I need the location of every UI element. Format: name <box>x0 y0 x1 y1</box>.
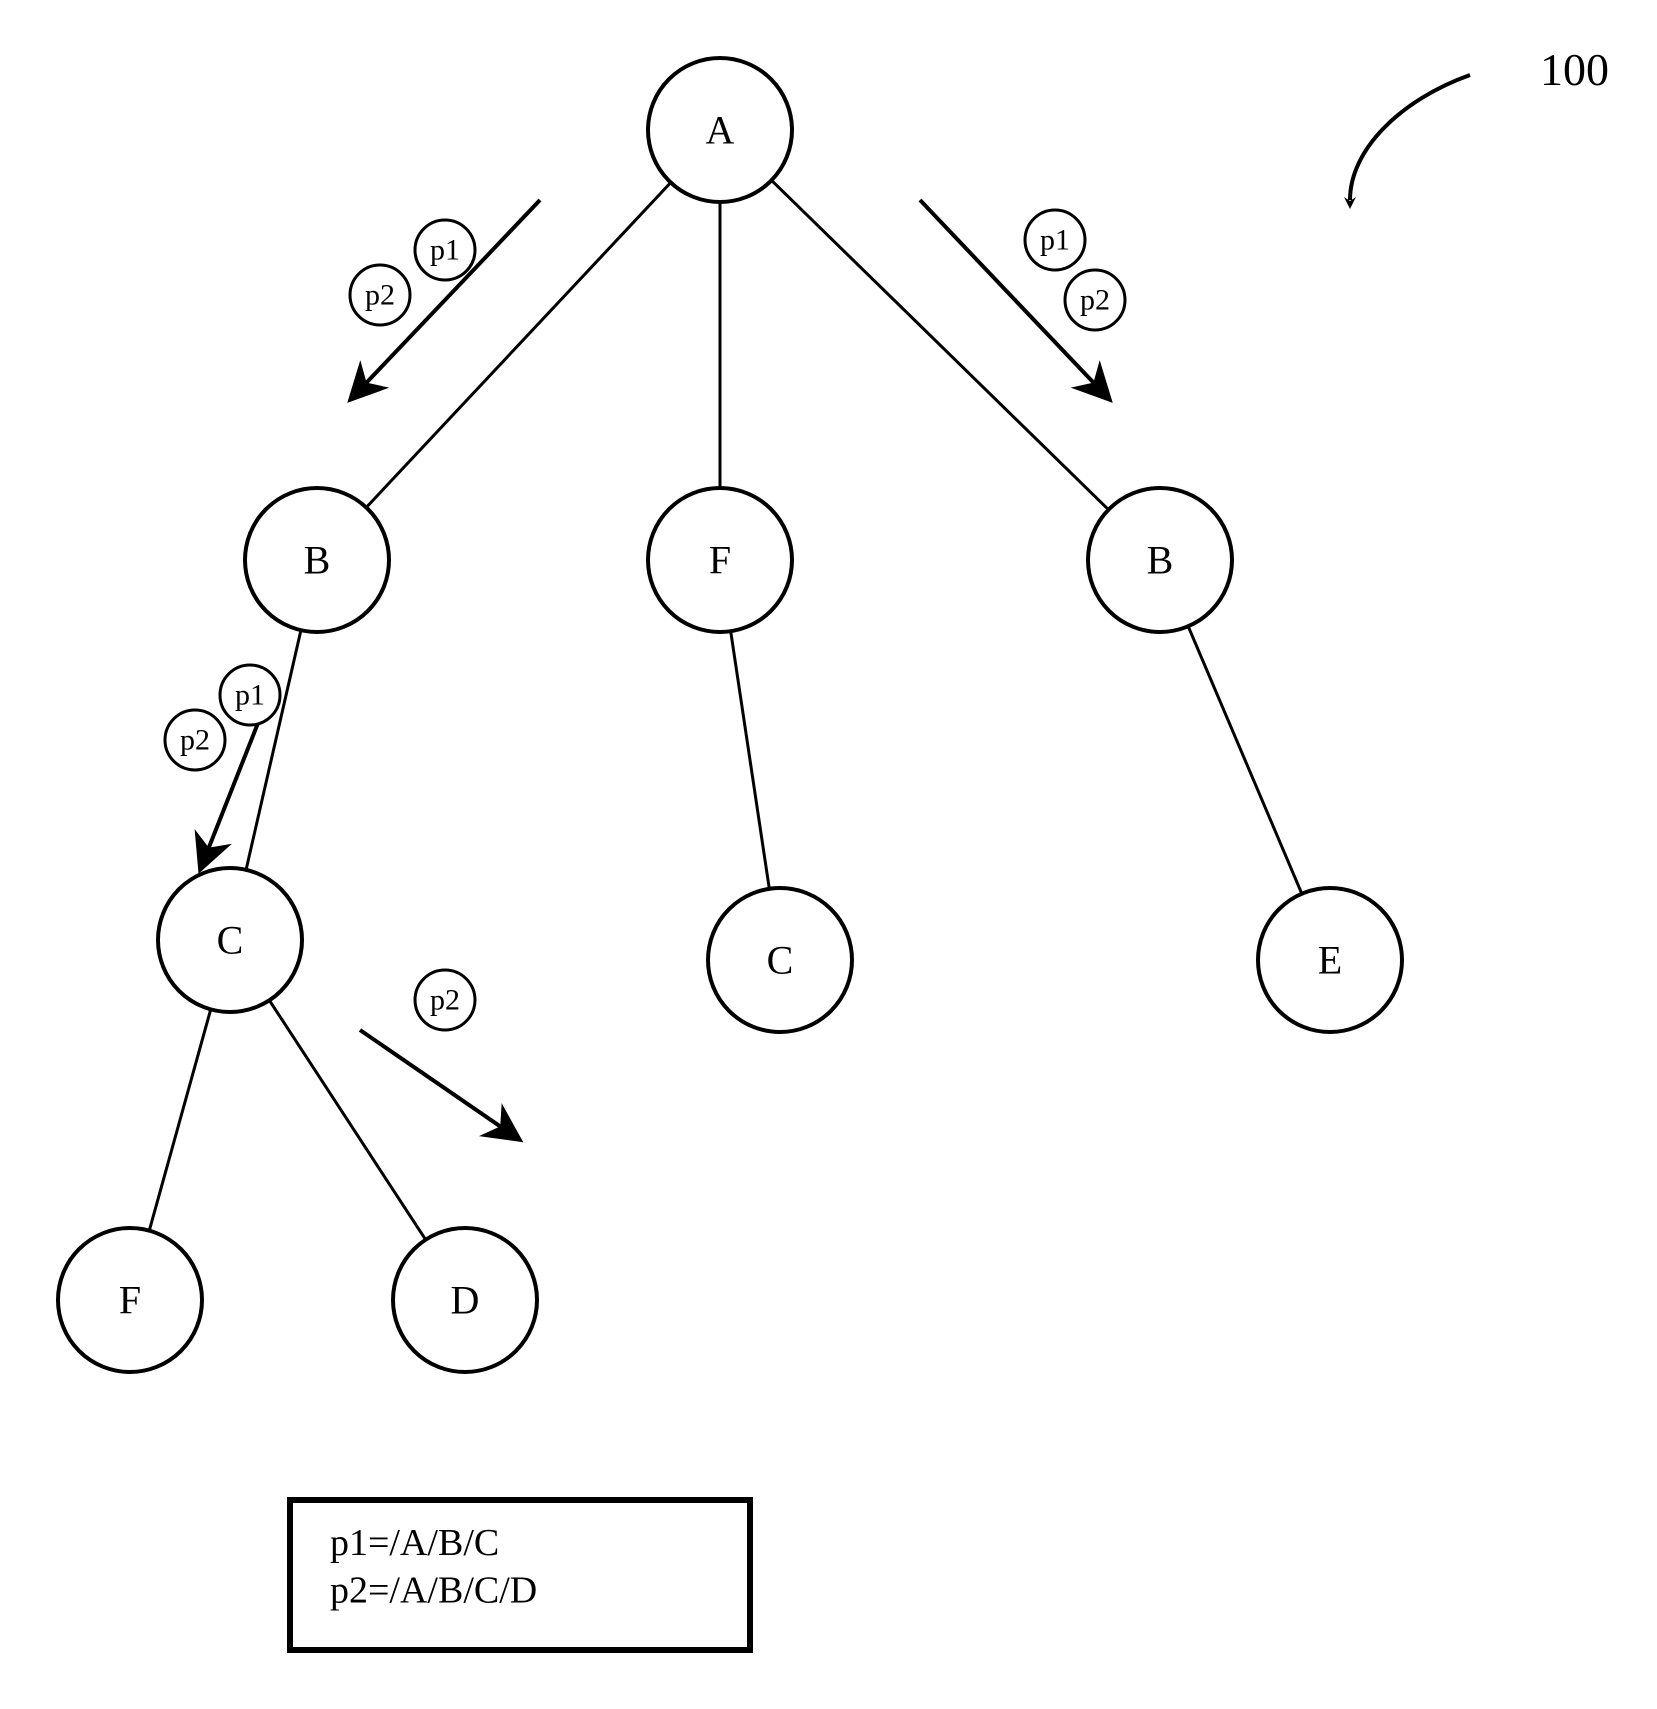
legend-line: p1=/A/B/C <box>330 1522 499 1564</box>
tree-node-label: F <box>119 1278 141 1323</box>
tree-node-label: F <box>709 538 731 583</box>
path-tag-label: p2 <box>1080 284 1110 317</box>
tree-node-label: C <box>767 938 794 983</box>
path-tag-label: p1 <box>430 234 460 267</box>
path-tag-label: p2 <box>365 279 395 312</box>
path-tag-label: p2 <box>180 724 210 757</box>
tree-node-label: C <box>217 918 244 963</box>
tree-node-label: E <box>1318 938 1342 983</box>
tree-node-label: B <box>304 538 331 583</box>
legend-box: p1=/A/B/C p2=/A/B/C/D <box>290 1500 750 1650</box>
tree-diagram: p1 p2 p1 p2 p1 p2 p2 A B F B C C E F D 100 p1=/A/B/C p2=/A… <box>0 0 1657 1709</box>
path-tag-label: p1 <box>235 679 265 712</box>
tree-node-label: B <box>1147 538 1174 583</box>
legend-line: p2=/A/B/C/D <box>330 1570 537 1612</box>
tree-node-label: D <box>451 1278 480 1323</box>
path-tag-label: p2 <box>430 984 460 1017</box>
figure-label-text: 100 <box>1540 44 1609 95</box>
path-tag-label: p1 <box>1040 224 1070 257</box>
tree-node-label: A <box>706 108 735 153</box>
